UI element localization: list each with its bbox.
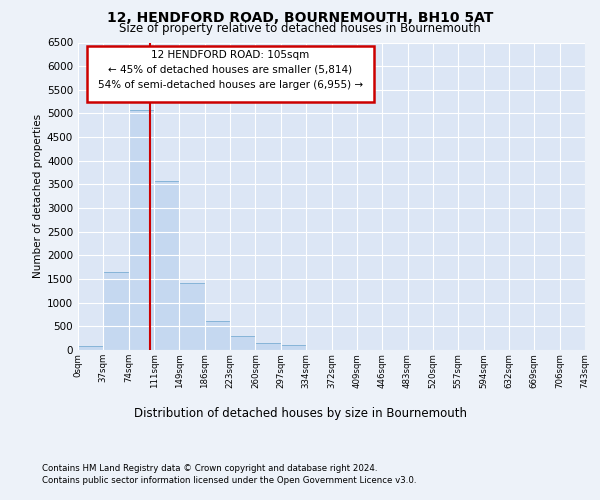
Text: Contains HM Land Registry data © Crown copyright and database right 2024.: Contains HM Land Registry data © Crown c… xyxy=(42,464,377,473)
Bar xyxy=(103,272,128,350)
Text: 12, HENDFORD ROAD, BOURNEMOUTH, BH10 5AT: 12, HENDFORD ROAD, BOURNEMOUTH, BH10 5AT xyxy=(107,11,493,25)
Bar xyxy=(256,343,281,350)
Bar xyxy=(281,346,306,350)
Bar xyxy=(154,180,179,350)
Bar xyxy=(128,110,154,350)
Text: Contains public sector information licensed under the Open Government Licence v3: Contains public sector information licen… xyxy=(42,476,416,485)
FancyBboxPatch shape xyxy=(87,46,374,102)
Bar xyxy=(78,346,103,350)
Y-axis label: Number of detached properties: Number of detached properties xyxy=(33,114,43,278)
Text: Distribution of detached houses by size in Bournemouth: Distribution of detached houses by size … xyxy=(133,408,467,420)
Text: 54% of semi-detached houses are larger (6,955) →: 54% of semi-detached houses are larger (… xyxy=(98,80,363,90)
Text: Size of property relative to detached houses in Bournemouth: Size of property relative to detached ho… xyxy=(119,22,481,35)
Bar xyxy=(230,336,256,350)
Text: ← 45% of detached houses are smaller (5,814): ← 45% of detached houses are smaller (5,… xyxy=(108,64,352,74)
Bar xyxy=(205,321,230,350)
Text: 12 HENDFORD ROAD: 105sqm: 12 HENDFORD ROAD: 105sqm xyxy=(151,50,310,59)
Bar xyxy=(179,283,205,350)
